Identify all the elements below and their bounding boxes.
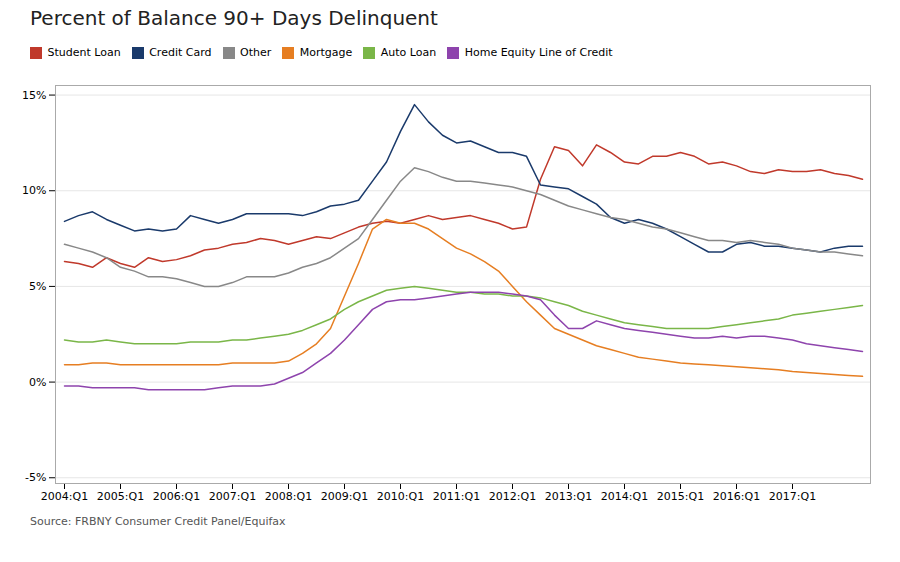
html-text:Student Loan: Student Loan [47, 46, 121, 59]
svg-text:2013:Q1: 2013:Q1 [545, 490, 592, 503]
svg-text:-5%: -5% [25, 471, 46, 484]
svg-text:2007:Q1: 2007:Q1 [209, 490, 256, 503]
svg-text:10%: 10% [22, 184, 46, 197]
svg-text:2005:Q1: 2005:Q1 [97, 490, 144, 503]
html-text:Percent of Balance 90+ Days De: Percent of Balance 90+ Days Delinquent [30, 6, 438, 30]
svg-text:0%: 0% [29, 376, 46, 389]
svg-text:2011:Q1: 2011:Q1 [433, 490, 480, 503]
svg-text:2015:Q1: 2015:Q1 [657, 490, 704, 503]
svg-text:5%: 5% [29, 280, 46, 293]
html-text:Mortgage: Mortgage [299, 46, 353, 59]
html-text:Other: Other [240, 46, 272, 59]
svg-text:2017:Q1: 2017:Q1 [769, 490, 816, 503]
svg-text:15%: 15% [22, 89, 46, 102]
svg-text:2006:Q1: 2006:Q1 [153, 490, 200, 503]
svg-text:2012:Q1: 2012:Q1 [489, 490, 536, 503]
svg-text:2014:Q1: 2014:Q1 [601, 490, 648, 503]
svg-text:2010:Q1: 2010:Q1 [377, 490, 424, 503]
svg-text:2008:Q1: 2008:Q1 [265, 490, 312, 503]
svg-text:2009:Q1: 2009:Q1 [321, 490, 368, 503]
html-text:Home Equity Line of Credit: Home Equity Line of Credit [464, 46, 613, 59]
html-text:Credit Card: Credit Card [149, 46, 212, 59]
html-text:Source: FRBNY Consumer Credit: Source: FRBNY Consumer Credit Panel/Equi… [30, 515, 286, 528]
svg-text:2016:Q1: 2016:Q1 [713, 490, 760, 503]
html-text:Auto Loan: Auto Loan [380, 46, 437, 59]
svg-text:2004:Q1: 2004:Q1 [41, 490, 88, 503]
